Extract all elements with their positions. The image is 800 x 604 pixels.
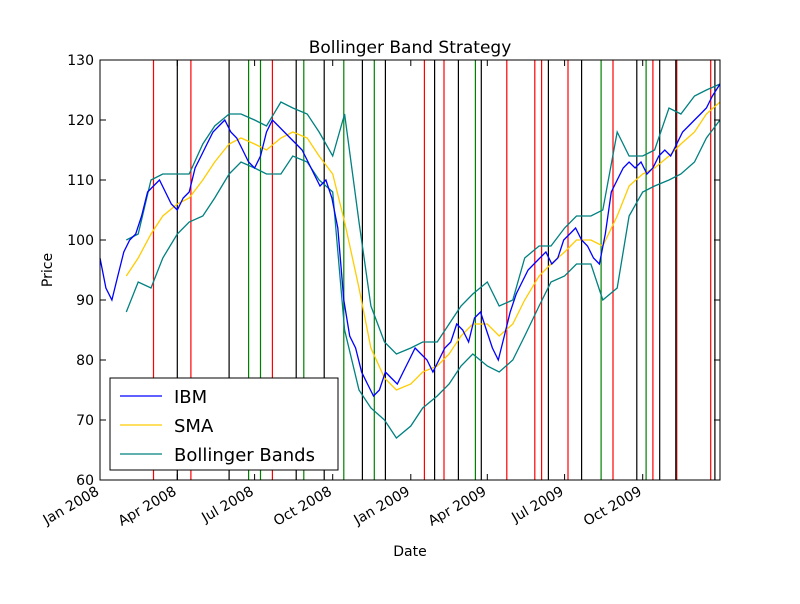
plot-area: 60 70 80 90 100 110 120 130 Jan 2008 Apr 2008 Jul …: [40, 53, 721, 530]
legend-label: Bollinger Bands: [174, 445, 315, 466]
legend-label: SMA: [174, 416, 214, 437]
x-tick-label: Jan 2008: [40, 484, 102, 529]
y-tick-label: 120: [67, 113, 94, 129]
y-tick-label: 100: [67, 233, 94, 249]
series-ibm: [99, 83, 721, 398]
series-bollinger-upper: [126, 83, 721, 355]
y-axis-label: Price: [40, 253, 56, 287]
legend-box: [109, 377, 339, 471]
series-bollinger-lower: [125, 119, 721, 439]
x-tick-label: Oct 2009: [581, 484, 645, 530]
chart-title: Bollinger Band Strategy: [309, 38, 512, 58]
x-tick-label: Jul 2008: [198, 484, 256, 527]
y-tick-label: 80: [76, 353, 94, 369]
y-tick-label: 130: [67, 53, 94, 69]
y-tick-label: 110: [67, 173, 94, 189]
x-axis-label: Date: [393, 544, 426, 560]
x-tick-label: Apr 2009: [426, 484, 490, 530]
y-tick-label: 60: [76, 473, 94, 489]
y-tick-label: 70: [76, 413, 94, 429]
legend-label: IBM: [174, 387, 207, 408]
y-tick-label: 90: [76, 293, 94, 309]
x-tick-label: Oct 2008: [271, 484, 335, 530]
x-tick-label: Apr 2008: [116, 484, 180, 530]
x-tick-label: Jan 2009: [351, 484, 413, 529]
x-tick-label: Jul 2009: [508, 484, 566, 527]
series-sma: [125, 101, 721, 391]
plot-frame: [99, 59, 721, 481]
